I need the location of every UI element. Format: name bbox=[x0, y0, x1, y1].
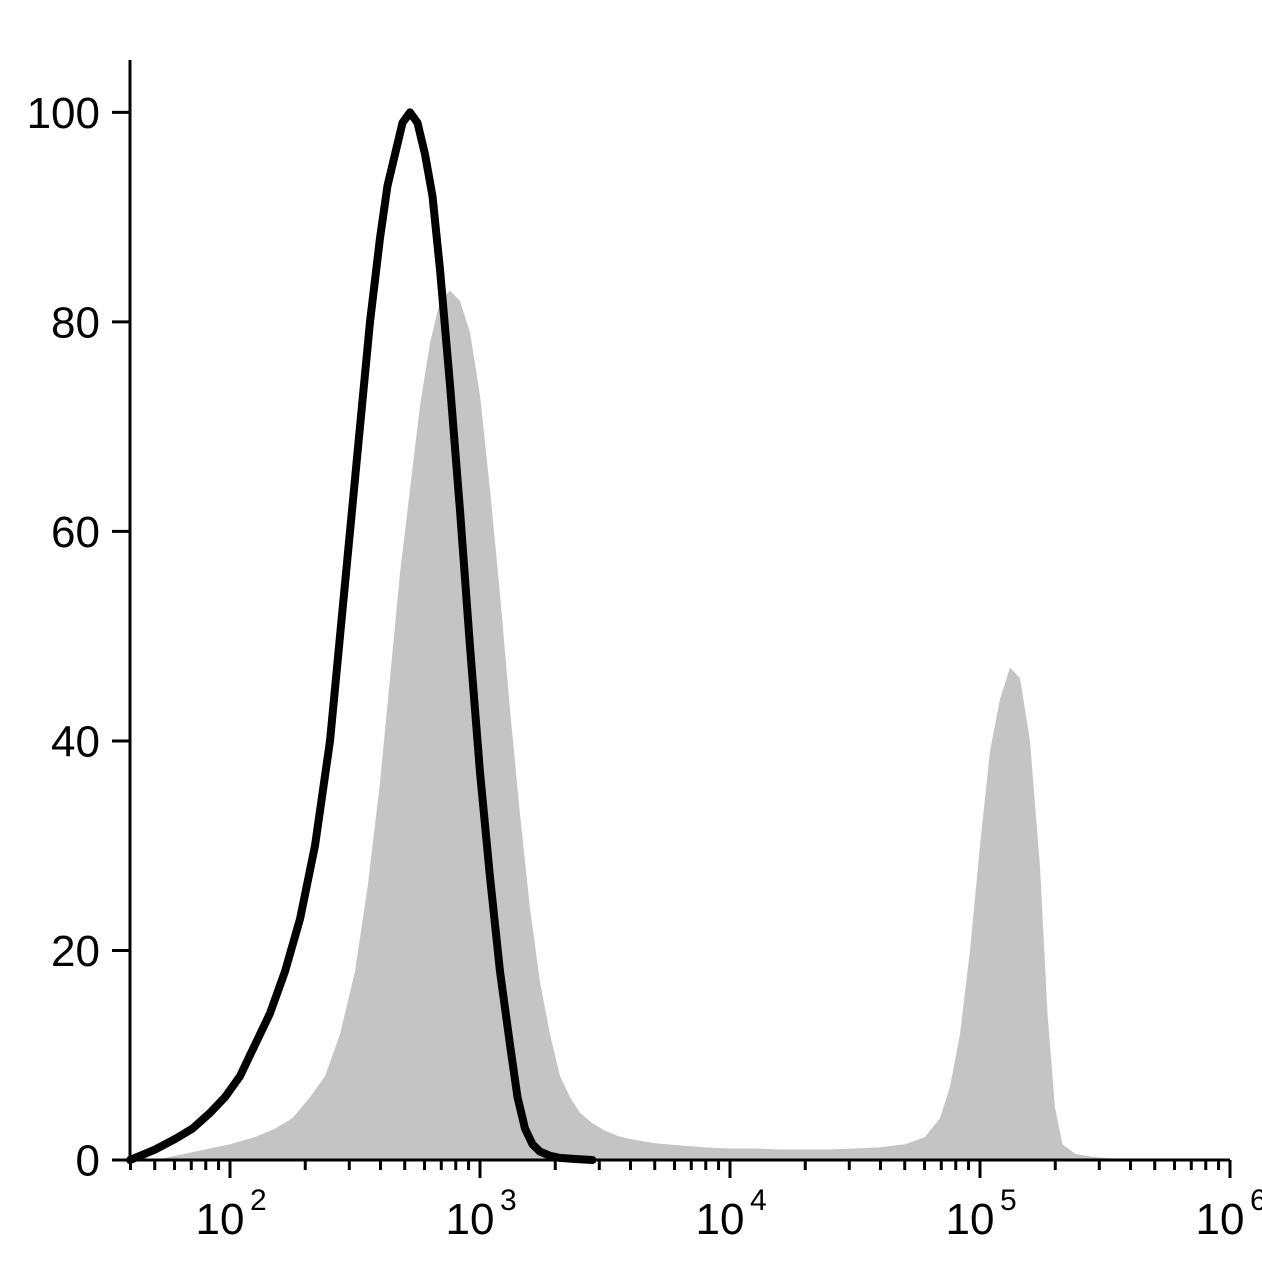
x-tick-base: 10 bbox=[446, 1195, 495, 1244]
x-tick-sup: 2 bbox=[250, 1184, 267, 1217]
x-tick-base: 10 bbox=[1196, 1195, 1245, 1244]
y-tick-label: 0 bbox=[76, 1136, 100, 1185]
y-tick-label: 100 bbox=[27, 89, 100, 138]
y-tick-label: 20 bbox=[51, 927, 100, 976]
chart-svg: 020406080100102103104105106 bbox=[0, 0, 1262, 1280]
x-tick-sup: 3 bbox=[500, 1184, 517, 1217]
x-tick-base: 10 bbox=[946, 1195, 995, 1244]
x-tick-sup: 6 bbox=[1250, 1184, 1262, 1217]
x-tick-sup: 5 bbox=[1000, 1184, 1017, 1217]
y-tick-label: 80 bbox=[51, 298, 100, 347]
histogram-chart: 020406080100102103104105106 bbox=[0, 0, 1262, 1280]
y-tick-label: 40 bbox=[51, 717, 100, 766]
x-tick-sup: 4 bbox=[750, 1184, 767, 1217]
x-tick-base: 10 bbox=[196, 1195, 245, 1244]
y-tick-label: 60 bbox=[51, 508, 100, 557]
x-tick-base: 10 bbox=[696, 1195, 745, 1244]
